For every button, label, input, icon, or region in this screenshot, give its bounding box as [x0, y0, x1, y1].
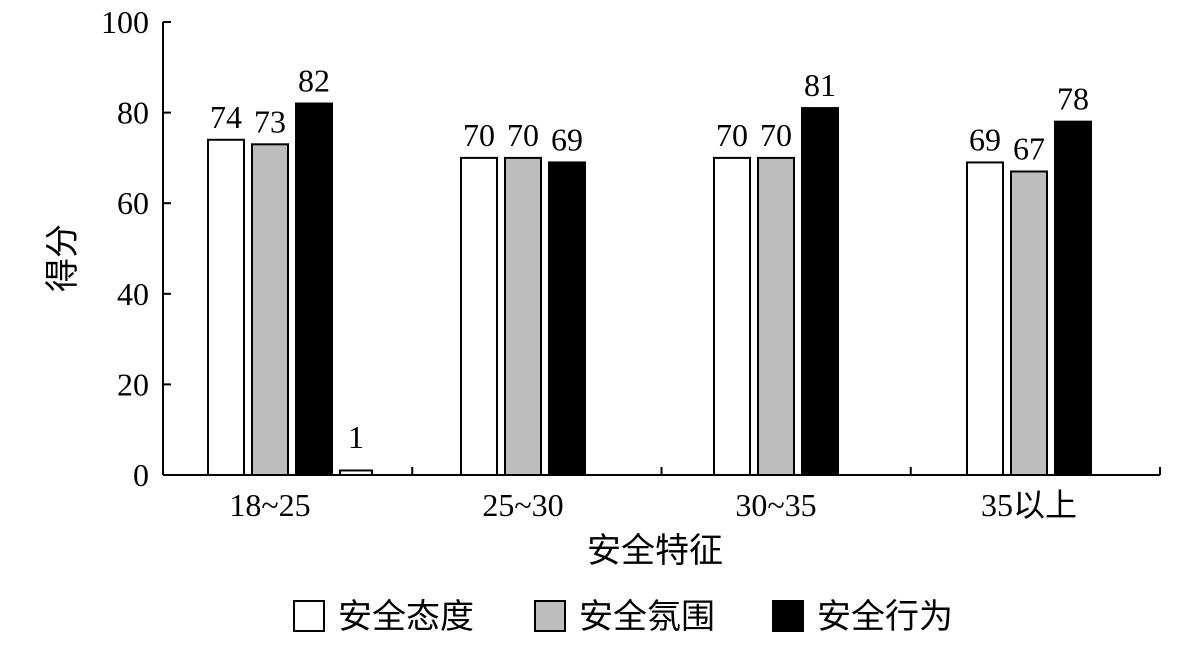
- bar: [504, 156, 542, 476]
- legend-label: 安全行为: [817, 597, 953, 637]
- bar: [801, 107, 839, 476]
- bar: [339, 469, 373, 477]
- y-tick-label: 60: [117, 185, 149, 221]
- bar: [757, 156, 795, 476]
- x-tick-label: 18~25: [229, 487, 310, 523]
- bar: [1010, 170, 1048, 477]
- y-tick-label: 40: [117, 276, 149, 312]
- bar: [548, 161, 586, 476]
- y-tick-label: 100: [101, 4, 149, 40]
- data-label: 67: [1013, 130, 1045, 166]
- legend: 安全态度 安全氛围 安全行为: [293, 597, 953, 637]
- data-label: 70: [760, 117, 792, 153]
- bar: [1054, 120, 1092, 476]
- y-tick-label: 80: [117, 95, 149, 131]
- legend-label: 安全态度: [338, 597, 474, 637]
- bars: [207, 102, 1092, 477]
- data-label: 69: [551, 121, 583, 157]
- x-tick-label: 30~35: [735, 487, 816, 523]
- y-tick-label: 0: [133, 457, 149, 493]
- bar: [251, 143, 289, 476]
- axes: 0 20 40 60 80 100 18~25 25~30 30~35 35以上: [101, 4, 1161, 523]
- bar: [295, 102, 333, 476]
- data-label: 82: [298, 63, 330, 99]
- legend-swatch: [534, 600, 566, 632]
- data-label: 74: [210, 99, 242, 135]
- legend-swatch: [293, 600, 325, 632]
- data-label: 69: [969, 121, 1001, 157]
- legend-swatch: [772, 600, 804, 632]
- y-axis-title: 得分: [43, 224, 83, 292]
- bar: [966, 161, 1004, 476]
- x-tick-label: 35以上: [981, 487, 1077, 523]
- x-axis-title: 安全特征: [587, 531, 723, 571]
- bar: [207, 138, 245, 476]
- bar: [460, 156, 498, 476]
- data-label: 70: [716, 117, 748, 153]
- data-label: 1: [348, 419, 364, 455]
- data-label: 81: [804, 67, 836, 103]
- bar: [713, 156, 751, 476]
- data-label: 78: [1057, 81, 1089, 117]
- legend-label: 安全氛围: [579, 597, 715, 637]
- x-tick-label: 25~30: [482, 487, 563, 523]
- y-tick-label: 20: [117, 366, 149, 402]
- data-labels: 74 73 82 70 70 69 70 70 81 69 67 78 1: [210, 63, 1089, 455]
- data-label: 70: [463, 117, 495, 153]
- data-label: 73: [254, 103, 286, 139]
- data-label: 70: [507, 117, 539, 153]
